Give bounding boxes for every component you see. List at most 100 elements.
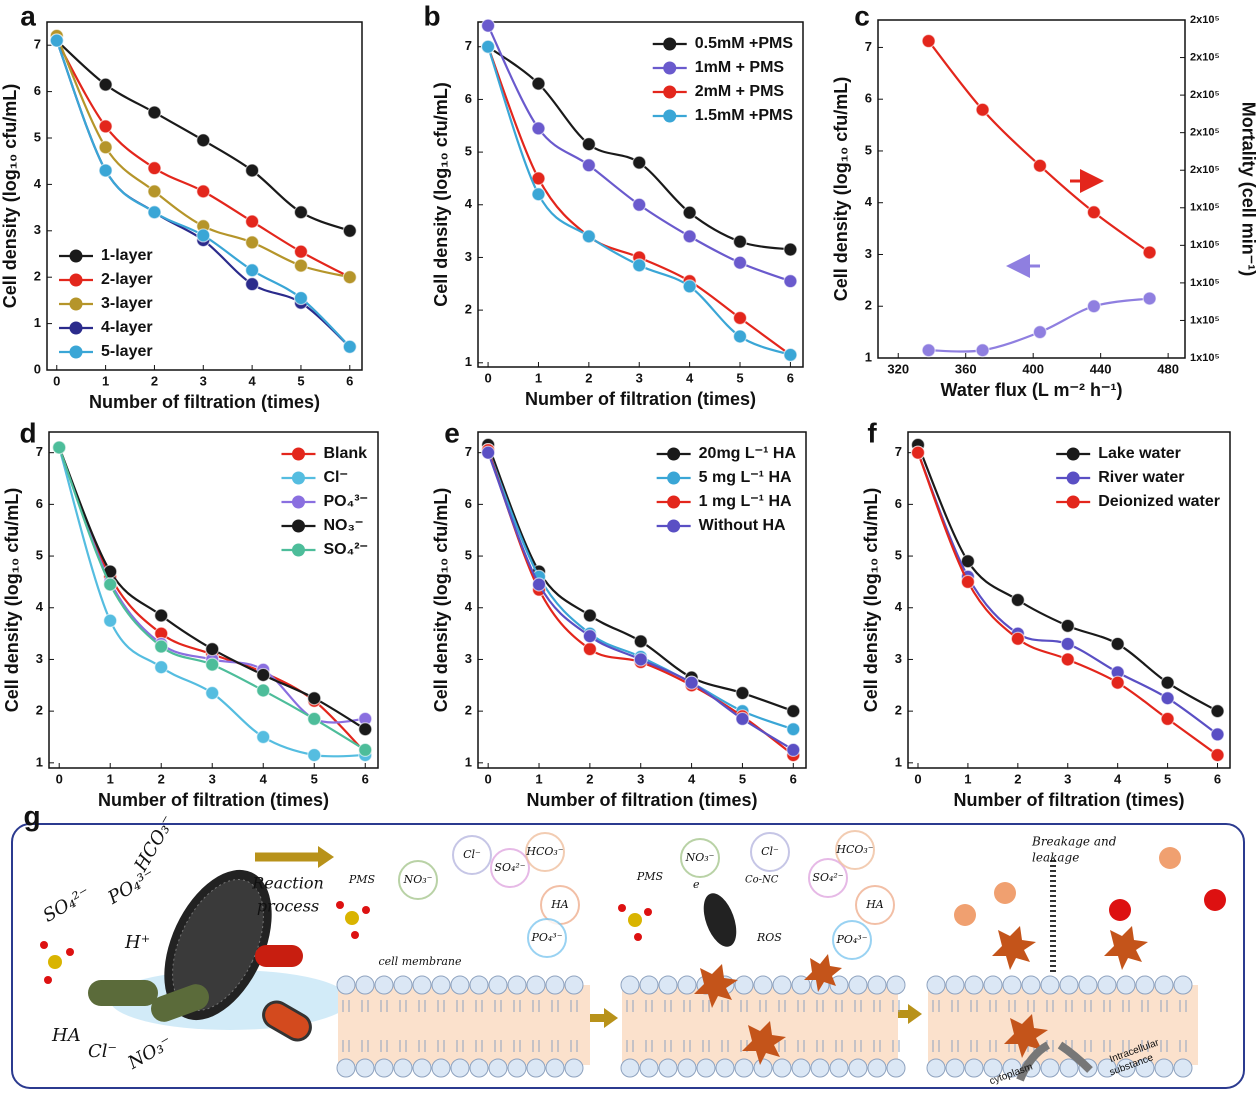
lipid-tail [513,1000,521,1052]
x-tick-label: 5 [297,373,304,388]
data-point [786,742,801,758]
y-tick-label: 6 [465,91,472,106]
lipid-head [450,1058,470,1078]
legend-label: 1-layer [101,247,153,264]
plot-frame [46,21,363,371]
y-tick-label: 3 [465,651,472,666]
data-point [98,119,113,134]
lipid-tail [361,1000,369,1052]
y-tick-label: 4 [34,176,42,191]
data-point [196,228,211,243]
x-tick-label: 440 [1090,361,1112,376]
lipid-head [639,1058,659,1078]
data-point [256,729,271,745]
legend-label: 1.5mM +PMS [695,107,794,124]
y-tick-label: 6 [36,496,43,511]
legend-label: 5-layer [101,343,153,360]
lipid-tail [740,1000,748,1052]
legend-label: PO₄³⁻ [323,493,368,510]
legend-swatch [69,273,83,287]
series-line [58,447,367,754]
data-point [1060,652,1075,667]
lipid-head [810,1058,830,1078]
lipid-head [658,975,678,995]
lipid-head [964,975,984,995]
x-tick-label: 5 [311,771,318,786]
data-point [52,440,67,455]
lipid-head [867,1058,887,1078]
lipid-tail [399,1000,407,1052]
data-point [245,263,260,278]
y-tick-label: 4 [865,194,873,209]
x-tick-label: 3 [209,771,216,786]
data-point [103,577,118,592]
lipid-head [488,975,508,995]
data-point [632,197,647,212]
data-point [1032,325,1048,340]
lipid-head [1154,1058,1174,1078]
legend-swatch [291,495,305,509]
x-tick-label: 6 [787,370,794,385]
lipid-head [829,1058,849,1078]
y2-tick-label: 1x10⁵ [1190,239,1220,251]
data-point [307,711,322,726]
y-tick-label: 6 [865,91,872,106]
panel-label: c [854,0,870,31]
ion-bubble [855,885,895,925]
y-tick-label: 3 [465,249,472,264]
lipid-head [1078,975,1098,995]
lipid-head [1002,975,1022,995]
lipid-head [1040,1058,1060,1078]
data-point [1110,675,1125,690]
ion-label: PO₄³⁻ [104,865,159,909]
y2-tick-label: 1x10⁵ [1190,352,1220,364]
legend-swatch [1066,495,1080,509]
y-tick-label: 2 [465,703,472,718]
data-point [245,163,260,178]
x-tick-label: 2 [151,373,158,388]
lipid-tail [873,1000,881,1052]
data-point [147,105,162,120]
legend-label: 3-layer [101,295,153,312]
x-tick-label: 480 [1157,361,1179,376]
data-point [783,274,798,289]
legend-swatch [663,109,677,123]
data-point [581,158,596,173]
data-point [154,639,169,654]
x-tick-label: 6 [790,771,797,786]
ion-label: H⁺ [124,932,150,953]
legend-swatch [291,447,305,461]
data-point [735,685,750,701]
x-tick-label: 360 [955,361,977,376]
ion-bubble [750,832,790,872]
y-tick-label: 4 [895,599,903,614]
y-tick-label: 0 [34,361,41,376]
lipid-head [1173,975,1193,995]
y-tick-label: 1 [34,315,41,330]
y-tick-label: 2 [895,703,902,718]
y2-tick-label: 1x10⁵ [1190,314,1220,326]
y-tick-label: 7 [465,38,472,53]
data-point [735,711,750,726]
lipid-head [926,1058,946,1078]
data-point [256,667,271,683]
ion-label: HA [865,898,884,911]
lipid-head [983,975,1003,995]
y-tick-label: 6 [465,496,472,511]
data-point [531,187,546,202]
lipid-head [1116,1058,1136,1078]
data-point [98,77,113,92]
plot-frame [877,19,1186,359]
lipid-head [964,1058,984,1078]
legend-label: Blank [323,445,367,462]
lipid-head [545,975,565,995]
lipid-head [450,975,470,995]
lipid-tail [1141,1000,1149,1052]
data-point [682,205,697,220]
panel-label: a [20,0,36,31]
x-tick-label: 3 [636,370,643,385]
ion-label: HCO₃⁻ [835,843,873,856]
lipid-tail [1027,1000,1035,1052]
data-point [632,258,647,273]
